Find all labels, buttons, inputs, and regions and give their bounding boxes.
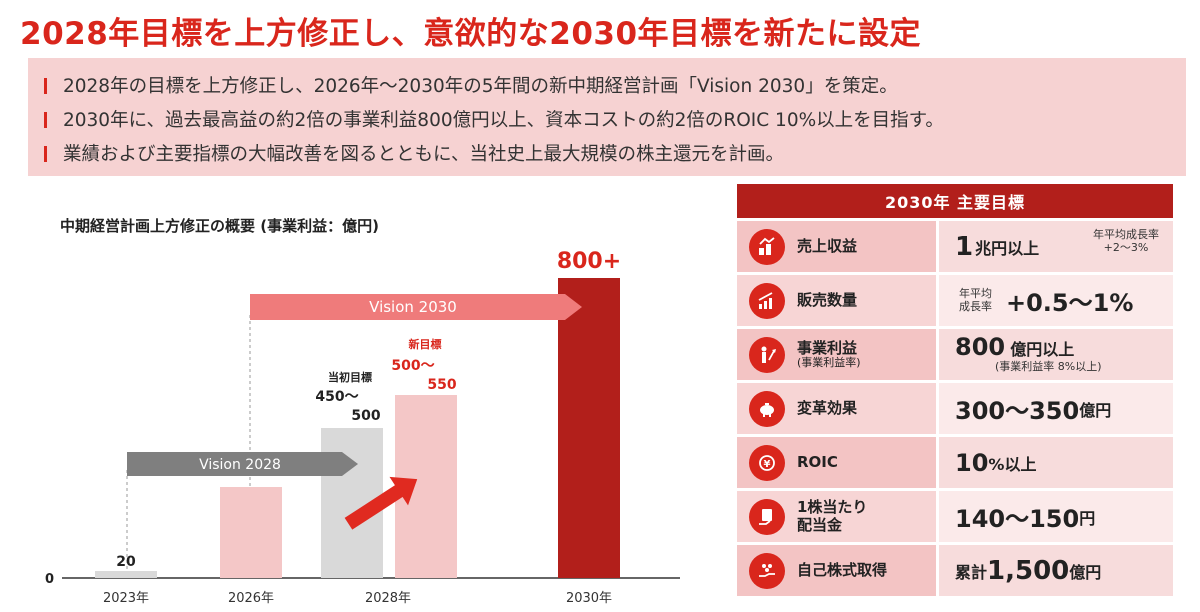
summary-text: 2028年の目標を上方修正し、2026年～2030年の5年間の新中期経営計画「V…	[63, 76, 898, 97]
zero-label: 0	[45, 572, 54, 587]
row-value: 1	[955, 231, 974, 262]
row-label: ROIC	[797, 452, 838, 471]
value-label-2023: 20	[116, 554, 136, 570]
row-prefix: 累計	[955, 562, 988, 582]
piggy-bank-icon	[749, 390, 785, 427]
row-label-sub: (事業利益率)	[797, 355, 861, 369]
svg-text:¥: ¥	[764, 459, 771, 470]
row-label-cell: 販売数量	[737, 275, 936, 326]
new-range-a: 500～	[391, 358, 434, 374]
bullet-icon	[44, 146, 47, 162]
vision-2030-arrow	[250, 294, 582, 320]
table-header: 2030年 主要目標	[737, 184, 1173, 218]
key-targets-table: 2030年 主要目標 売上収益 1 兆円以上 年平均成長率 +2～3% 販売数量	[737, 184, 1173, 596]
table-row-profit: 事業利益 (事業利益率) 800 億円以上 (事業利益率 8%以上)	[737, 329, 1173, 380]
row-value-cell: 1 兆円以上 年平均成長率 +2～3%	[939, 221, 1173, 272]
row-label-main: 事業利益	[797, 338, 858, 357]
chart-title: 中期経営計画上方修正の概要 (事業利益：億円)	[60, 217, 379, 235]
note-line: 年平均成長率	[1093, 228, 1159, 241]
row-note: (事業利益率 8%以上)	[995, 360, 1102, 374]
coins-up-icon	[749, 228, 785, 265]
row-value: +0.5～1%	[1006, 289, 1134, 317]
row-value: 1,500	[987, 555, 1070, 586]
row-label: 販売数量	[797, 290, 858, 309]
category-label: 2023年	[103, 591, 149, 606]
row-label-cell: 1株当たり 配当金	[737, 491, 936, 542]
row-label-cell: 自己株式取得	[737, 545, 936, 596]
row-label-line: 1株当たり	[797, 498, 868, 517]
buyback-icon	[749, 552, 785, 589]
new-range-b: 550	[427, 377, 456, 393]
row-unit: 億円	[1079, 400, 1112, 420]
table-row-roic: ¥ ROIC 10 %以上	[737, 437, 1173, 488]
row-value: 300～350	[955, 397, 1080, 425]
note-line: 年平均	[959, 286, 992, 300]
note-line: +2～3%	[1103, 240, 1149, 254]
row-value: 140～150	[955, 505, 1080, 533]
row-unit: %以上	[988, 454, 1037, 474]
row-value: 10	[955, 448, 989, 477]
row-label-cell: 変革効果	[737, 383, 936, 434]
new-target-label: 新目標	[409, 337, 442, 351]
table-row-dividend: 1株当たり 配当金 140～150 円	[737, 491, 1173, 542]
bar-2023	[95, 571, 157, 578]
value-label-2030: 800+	[557, 249, 621, 274]
person-growth-icon	[749, 336, 785, 373]
page-title: 2028年目標を上方修正し、意欲的な2030年目標を新たに設定	[20, 16, 922, 52]
row-note: 年平均 成長率	[959, 286, 992, 313]
vision-2030-label: Vision 2030	[369, 298, 457, 316]
row-label-cell: 売上収益	[737, 221, 936, 272]
row-label: 自己株式取得	[797, 560, 888, 579]
bar-2026	[220, 487, 282, 578]
summary-item: 2030年に、過去最高益の約2倍の事業利益800億円以上、資本コストの約2倍のR…	[44, 106, 944, 132]
summary-text: 2030年に、過去最高益の約2倍の事業利益800億円以上、資本コストの約2倍のR…	[63, 110, 944, 131]
row-label: 変革効果	[797, 398, 858, 417]
bar-growth-icon	[749, 282, 785, 319]
table-row-volume: 販売数量 年平均 成長率 +0.5～1%	[737, 275, 1173, 326]
row-value-cell: 300～350 億円	[939, 383, 1173, 434]
row-unit: 円	[1079, 508, 1096, 528]
summary-box: 2028年の目標を上方修正し、2026年～2030年の5年間の新中期経営計画「V…	[28, 58, 1186, 176]
row-label-cell: 事業利益 (事業利益率)	[737, 329, 936, 380]
vision-2028-label: Vision 2028	[199, 457, 281, 473]
row-unit: 億円	[1069, 562, 1102, 582]
profit-chart: 0 Vision 2028 Vision 2030 20 当初目標 450～ 5…	[45, 249, 680, 606]
row-label: 事業利益 (事業利益率)	[797, 338, 861, 370]
category-label: 2030年	[566, 591, 612, 606]
row-label: 1株当たり 配当金	[797, 499, 867, 534]
row-unit: 兆円以上	[975, 238, 1040, 258]
row-value: 800	[955, 333, 1006, 362]
row-value-line: 800 億円以上	[955, 335, 1074, 359]
row-value-cell: 800 億円以上 (事業利益率 8%以上)	[939, 329, 1173, 380]
dividend-hand-icon	[749, 498, 785, 535]
summary-text: 業績および主要指標の大幅改善を図るとともに、当社史上最大規模の株主還元を計画。	[63, 144, 784, 165]
row-value-cell: 年平均 成長率 +0.5～1%	[939, 275, 1173, 326]
table-row-buyback: 自己株式取得 累計 1,500 億円	[737, 545, 1173, 596]
growth-arrow-icon	[344, 476, 418, 530]
row-label: 売上収益	[797, 236, 858, 255]
category-label: 2026年	[228, 591, 274, 606]
initial-range-a: 450～	[315, 389, 358, 405]
yen-cycle-icon: ¥	[749, 444, 785, 481]
bar-2030	[558, 278, 620, 578]
summary-item: 業績および主要指標の大幅改善を図るとともに、当社史上最大規模の株主還元を計画。	[44, 140, 784, 166]
initial-range-b: 500	[351, 408, 380, 424]
category-label: 2028年	[365, 591, 411, 606]
row-value-cell: 10 %以上	[939, 437, 1173, 488]
initial-target-label: 当初目標	[328, 370, 372, 384]
summary-item: 2028年の目標を上方修正し、2026年～2030年の5年間の新中期経営計画「V…	[44, 72, 898, 98]
row-unit: 億円以上	[1010, 340, 1075, 360]
bullet-icon	[44, 112, 47, 128]
row-label-line: 配当金	[797, 515, 843, 534]
row-label-cell: ¥ ROIC	[737, 437, 936, 488]
vision-2028-arrow	[127, 452, 358, 476]
note-line: 成長率	[959, 299, 992, 313]
table-row-revenue: 売上収益 1 兆円以上 年平均成長率 +2～3%	[737, 221, 1173, 272]
row-value-cell: 140～150 円	[939, 491, 1173, 542]
bullet-icon	[44, 78, 47, 94]
row-note: 年平均成長率 +2～3%	[1093, 228, 1159, 254]
row-value-cell: 累計 1,500 億円	[939, 545, 1173, 596]
table-row-transformation: 変革効果 300～350 億円	[737, 383, 1173, 434]
